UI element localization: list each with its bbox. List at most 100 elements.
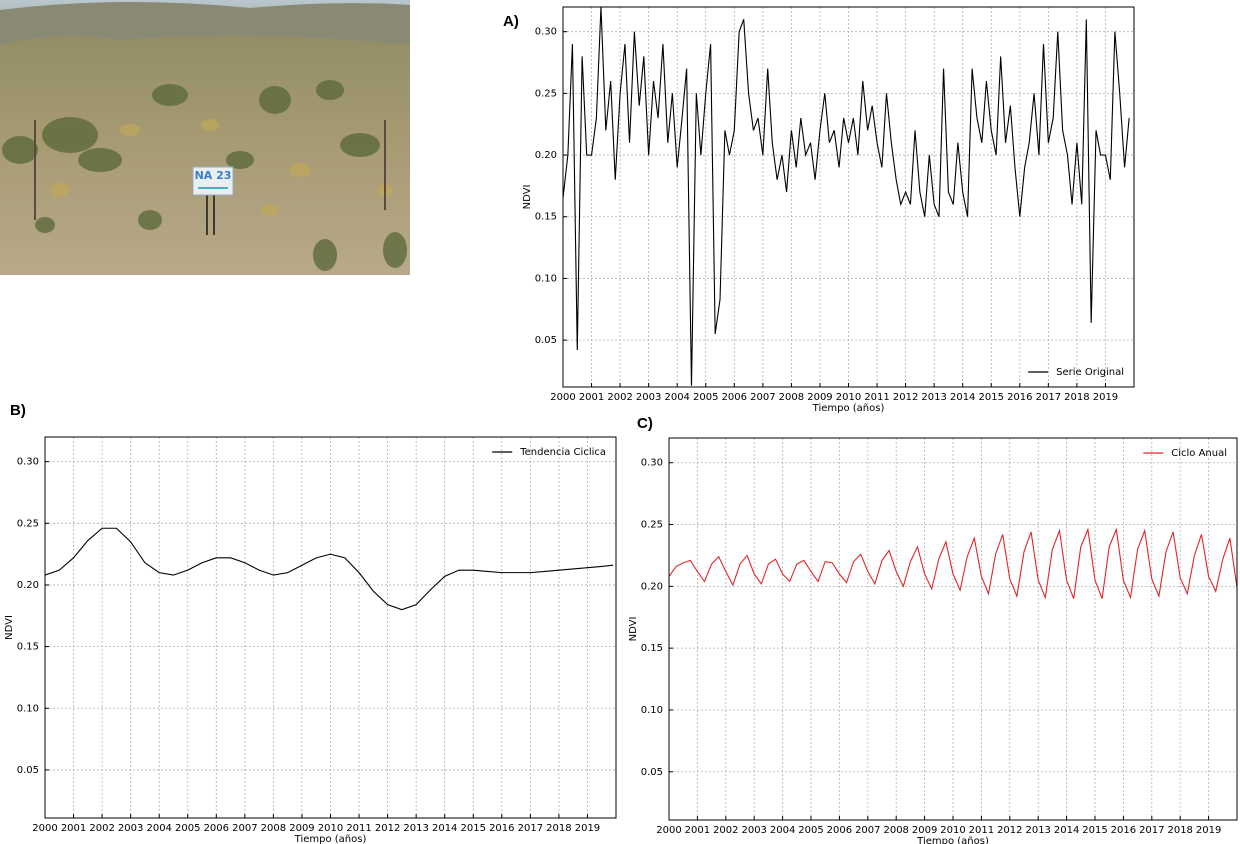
y-tick-label: 0.20 [17, 580, 39, 591]
chart-panel: B) 0.05 0.10 0.15 0.20 0.25 0.30 2000 2001 2002 20… [4, 402, 617, 844]
x-tick-label: 2016 [1007, 392, 1032, 403]
x-tick-label: 2013 [921, 392, 946, 403]
x-tick-label: 2005 [693, 392, 718, 403]
x-tick-label: 2012 [375, 823, 400, 834]
y-tick-label: 0.25 [17, 518, 39, 529]
x-tick-label: 2003 [636, 392, 661, 403]
x-tick-label: 2001 [579, 392, 604, 403]
y-tick-label: 0.05 [535, 335, 557, 346]
y-tick-label: 0.05 [17, 765, 39, 776]
x-tick-label: 2005 [798, 825, 823, 836]
legend-label: Ciclo Anual [1171, 448, 1227, 459]
plot-area [669, 438, 1237, 820]
x-tick-label: 2001 [685, 825, 710, 836]
plot-frame [562, 6, 1135, 388]
x-tick-label: 2000 [656, 825, 681, 836]
x-tick-label: 2015 [1082, 825, 1107, 836]
x-tick-label: 2018 [1064, 392, 1089, 403]
y-tick-label: 0.10 [17, 703, 39, 714]
x-axis-title: Tiempo (años) [294, 834, 367, 844]
y-tick-label: 0.10 [535, 273, 557, 284]
legend-label: Serie Original [1056, 367, 1124, 378]
x-tick-label: 2015 [979, 392, 1004, 403]
panel-label: B) [10, 402, 26, 419]
x-tick-label: 2018 [546, 823, 571, 834]
x-tick-label: 2000 [550, 392, 575, 403]
x-tick-label: 2011 [346, 823, 371, 834]
x-tick-label: 2011 [969, 825, 994, 836]
x-tick-label: 2011 [864, 392, 889, 403]
x-tick-label: 2016 [1111, 825, 1136, 836]
x-tick-label: 2007 [855, 825, 880, 836]
x-tick-label: 2000 [32, 823, 57, 834]
plot-frame [44, 436, 617, 819]
x-tick-label: 2004 [146, 823, 171, 834]
y-tick-label: 0.15 [641, 643, 663, 654]
y-tick-label: 0.30 [535, 27, 557, 38]
x-tick-label: 2014 [950, 392, 975, 403]
x-axis-title: Tiempo (años) [916, 836, 989, 844]
photo-sign-text: NA 23 [195, 169, 232, 182]
x-tick-label: 2013 [403, 823, 428, 834]
y-tick-label: 0.15 [17, 642, 39, 653]
x-tick-label: 2017 [1139, 825, 1164, 836]
x-tick-label: 2004 [664, 392, 689, 403]
y-axis-title: NDVI [628, 617, 639, 642]
x-tick-label: 2007 [750, 392, 775, 403]
x-tick-label: 2003 [741, 825, 766, 836]
plot-frame [668, 437, 1238, 821]
x-tick-label: 2002 [713, 825, 738, 836]
data-line [45, 527, 614, 611]
data-line [563, 7, 1130, 386]
x-tick-label: 2006 [204, 823, 229, 834]
panel-label: C) [637, 415, 653, 432]
y-tick-label: 0.25 [641, 520, 663, 531]
x-tick-label: 2002 [89, 823, 114, 834]
x-tick-label: 2006 [827, 825, 852, 836]
x-tick-label: 2016 [489, 823, 514, 834]
y-axis-title: NDVI [4, 615, 15, 640]
x-tick-label: 2017 [518, 823, 543, 834]
x-tick-label: 2001 [61, 823, 86, 834]
x-tick-label: 2006 [722, 392, 747, 403]
y-tick-label: 0.20 [641, 581, 663, 592]
x-tick-label: 2012 [893, 392, 918, 403]
legend-label: Tendencia Ciclica [519, 447, 606, 458]
y-tick-label: 0.15 [535, 212, 557, 223]
x-tick-label: 2019 [575, 823, 600, 834]
y-tick-label: 0.20 [535, 150, 557, 161]
x-tick-label: 2009 [912, 825, 937, 836]
x-tick-label: 2018 [1167, 825, 1192, 836]
panel-label: A) [503, 13, 519, 30]
x-tick-label: 2002 [607, 392, 632, 403]
x-tick-label: 2014 [1054, 825, 1079, 836]
x-tick-label: 2003 [118, 823, 143, 834]
y-tick-label: 0.05 [641, 767, 663, 778]
data-line [669, 527, 1237, 600]
x-tick-label: 2014 [432, 823, 457, 834]
chart-panel: A) 0.05 0.10 0.15 0.20 0.25 0.30 2000 2001 2002 20… [503, 6, 1135, 414]
x-tick-label: 2019 [1093, 392, 1118, 403]
x-axis-title: Tiempo (años) [812, 403, 885, 414]
x-tick-label: 2004 [770, 825, 795, 836]
y-tick-label: 0.10 [641, 705, 663, 716]
x-tick-label: 2010 [836, 392, 861, 403]
y-tick-label: 0.30 [17, 457, 39, 468]
x-tick-label: 2012 [997, 825, 1022, 836]
x-tick-label: 2008 [779, 392, 804, 403]
x-tick-label: 2009 [289, 823, 314, 834]
x-tick-label: 2010 [940, 825, 965, 836]
photo: NA 23 [0, 0, 410, 275]
x-tick-label: 2009 [807, 392, 832, 403]
x-tick-label: 2005 [175, 823, 200, 834]
x-tick-label: 2008 [883, 825, 908, 836]
y-tick-label: 0.25 [535, 88, 557, 99]
x-tick-label: 2019 [1196, 825, 1221, 836]
x-tick-label: 2017 [1036, 392, 1061, 403]
y-tick-label: 0.30 [641, 458, 663, 469]
x-tick-label: 2015 [461, 823, 486, 834]
x-tick-label: 2010 [318, 823, 343, 834]
y-axis-title: NDVI [522, 185, 533, 210]
